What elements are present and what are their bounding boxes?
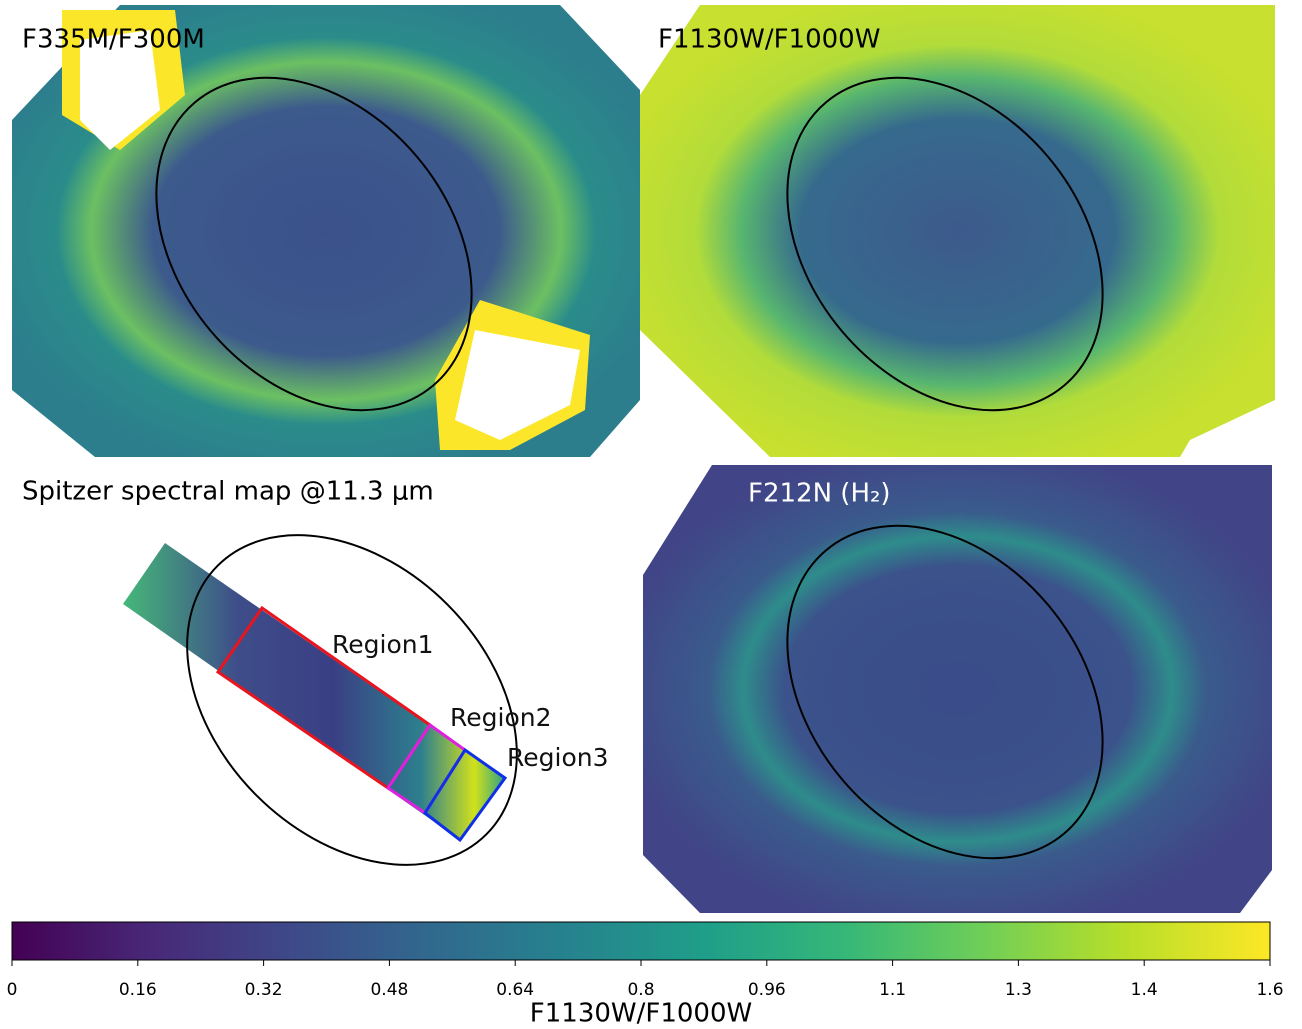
tick-label: 0.96	[748, 980, 786, 1000]
panel-2: F1130W/F1000W	[640, 5, 1275, 457]
tick-label: 1.4	[1131, 980, 1158, 1000]
tick-label: 0.64	[496, 980, 534, 1000]
region-label: Region2	[450, 703, 552, 732]
region-label: Region1	[332, 630, 434, 659]
image	[643, 465, 1272, 913]
tick-label: 0.48	[370, 980, 408, 1000]
tick-label: 1.1	[879, 980, 906, 1000]
image-patch	[455, 330, 580, 440]
region-label: Region3	[507, 743, 609, 772]
tick-label: 1.3	[1005, 980, 1032, 1000]
ellipse	[155, 76, 473, 412]
colorbar-scale	[11, 921, 1271, 961]
ellipse	[786, 524, 1104, 860]
tick-label: 0	[7, 980, 18, 1000]
image	[640, 5, 1275, 457]
panel-title: F212N (H₂)	[748, 479, 891, 509]
panel-1: F335M/F300M	[12, 5, 640, 457]
tick-label: 0.8	[627, 980, 654, 1000]
image-patch	[80, 30, 160, 150]
ellipse	[186, 534, 518, 866]
tick-label: 0.32	[245, 980, 283, 1000]
tick-label: 0.16	[119, 980, 157, 1000]
colorbar: F1130W/F1000W 0 0.16 0.32 0.48 0.64 0.8 0.96 1.…	[7, 921, 1284, 1029]
spectral-map	[123, 543, 505, 840]
panel-4: F212N (H₂)	[643, 465, 1272, 913]
panel-title: F1130W/F1000W	[658, 25, 880, 55]
panel-title: Spitzer spectral map @11.3 μm	[22, 477, 434, 507]
colorbar-label: F1130W/F1000W	[530, 999, 752, 1029]
panel-title: F335M/F300M	[22, 25, 205, 55]
panel-3: Spitzer spectral map @11.3 μm Region1 Re…	[22, 477, 609, 866]
tick-label: 1.6	[1256, 980, 1283, 1000]
ellipse	[786, 76, 1104, 412]
region-box	[422, 747, 508, 843]
